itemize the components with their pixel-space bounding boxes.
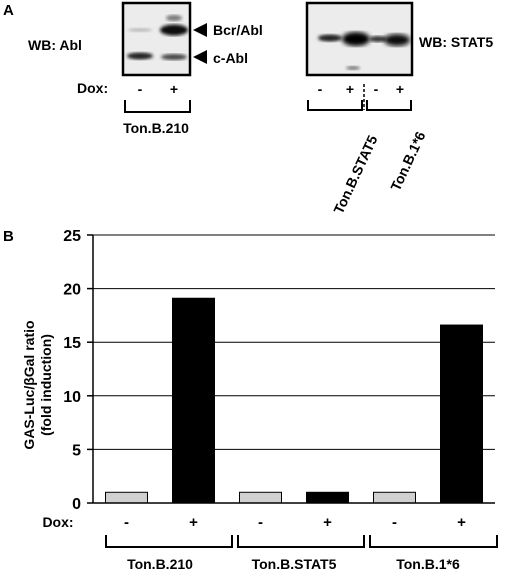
group-label-1: Ton.B.STAT5: [252, 556, 337, 572]
x-category-1: +: [189, 514, 198, 531]
ton-bstat5-bracket-a: [307, 100, 363, 111]
cabl-arrow-icon: [193, 50, 207, 64]
blot1-band-faint: [128, 28, 152, 32]
chart-yticks: 0 5 10 15 20 25: [63, 228, 93, 513]
bar-4: [373, 491, 416, 504]
ytick-label-1: 5: [72, 442, 81, 459]
ytick-label-0: 0: [72, 496, 81, 513]
bar-3: [306, 491, 349, 504]
blot1-band-cabl-minus: [127, 52, 153, 60]
bar-0: [105, 491, 148, 504]
blot1: [121, 1, 192, 77]
blot1-band-smear: [166, 15, 182, 21]
group-bracket-ton-b16: [369, 535, 498, 548]
chart-x-categories: - + - + - +: [124, 514, 466, 531]
bcrabl-arrow-icon: [193, 23, 207, 37]
ton-b210-bracket-a: [124, 100, 191, 113]
ytick-label-3: 15: [63, 335, 81, 352]
blot1-label: WB: Abl: [28, 37, 82, 53]
blot2-band-1: [318, 34, 342, 42]
cabl-label: c-Abl: [213, 50, 248, 66]
blot1-lane-minus: -: [138, 81, 143, 97]
chart-ylabel-line2: (fold induction): [38, 334, 54, 436]
panel-a-dox-label: Dox:: [77, 80, 108, 96]
chart-ylabel-line1: GAS-Luc/βGal ratio: [21, 320, 37, 449]
blot2-band-4: [384, 34, 410, 46]
group-label-0: Ton.B.210: [127, 556, 193, 572]
blot1-frame: [121, 1, 192, 77]
blot1-band-bcrabl-plus: [160, 24, 188, 36]
panel-b-label: B: [3, 228, 14, 245]
chart-ylabel: GAS-Luc/βGal ratio (fold induction): [21, 320, 54, 449]
blot2-band-faint: [346, 66, 360, 70]
chart-bars: [105, 297, 483, 504]
blot1-band-cabl-plus: [161, 54, 187, 60]
ytick-label-4: 20: [63, 282, 81, 299]
x-category-5: +: [457, 514, 466, 531]
group-bracket-ton-bstat5: [237, 535, 365, 548]
blot2-lane-plus-1: +: [346, 81, 354, 97]
blot2: [305, 1, 414, 77]
blot1-lane-plus: +: [170, 81, 178, 97]
ton-b16-label-a: Ton.B.1*6: [387, 129, 428, 194]
blot2-label: WB: STAT5: [419, 34, 493, 50]
blot2-lane-plus-2: +: [396, 81, 404, 97]
chart-gridlines: [93, 234, 495, 450]
chart-group-labels: Ton.B.210 Ton.B.STAT5 Ton.B.1*6: [127, 556, 460, 572]
x-category-2: -: [258, 514, 263, 531]
ton-b210-label-a: Ton.B.210: [123, 120, 189, 136]
ytick-label-2: 10: [63, 389, 81, 406]
ton-bstat5-label-a: Ton.B.STAT5: [330, 132, 380, 216]
group-bracket-ton-b210: [105, 535, 233, 548]
panel-a-label: A: [3, 2, 14, 19]
ton-b16-bracket-a: [366, 100, 412, 111]
blot2-band-3: [369, 36, 387, 42]
bar-5: [440, 324, 483, 504]
x-category-0: -: [124, 514, 129, 531]
blot2-lane-minus-2: -: [374, 81, 379, 97]
group-label-2: Ton.B.1*6: [396, 556, 460, 572]
bar-2: [239, 491, 282, 504]
ytick-label-5: 25: [63, 228, 81, 245]
panel-b-dox-label: Dox:: [42, 514, 73, 530]
bcrabl-label: Bcr/Abl: [213, 22, 263, 38]
x-category-3: +: [323, 514, 332, 531]
blot2-band-2: [342, 32, 370, 46]
bar-1: [172, 297, 215, 504]
blot2-lane-minus-1: -: [318, 81, 323, 97]
x-category-4: -: [392, 514, 397, 531]
